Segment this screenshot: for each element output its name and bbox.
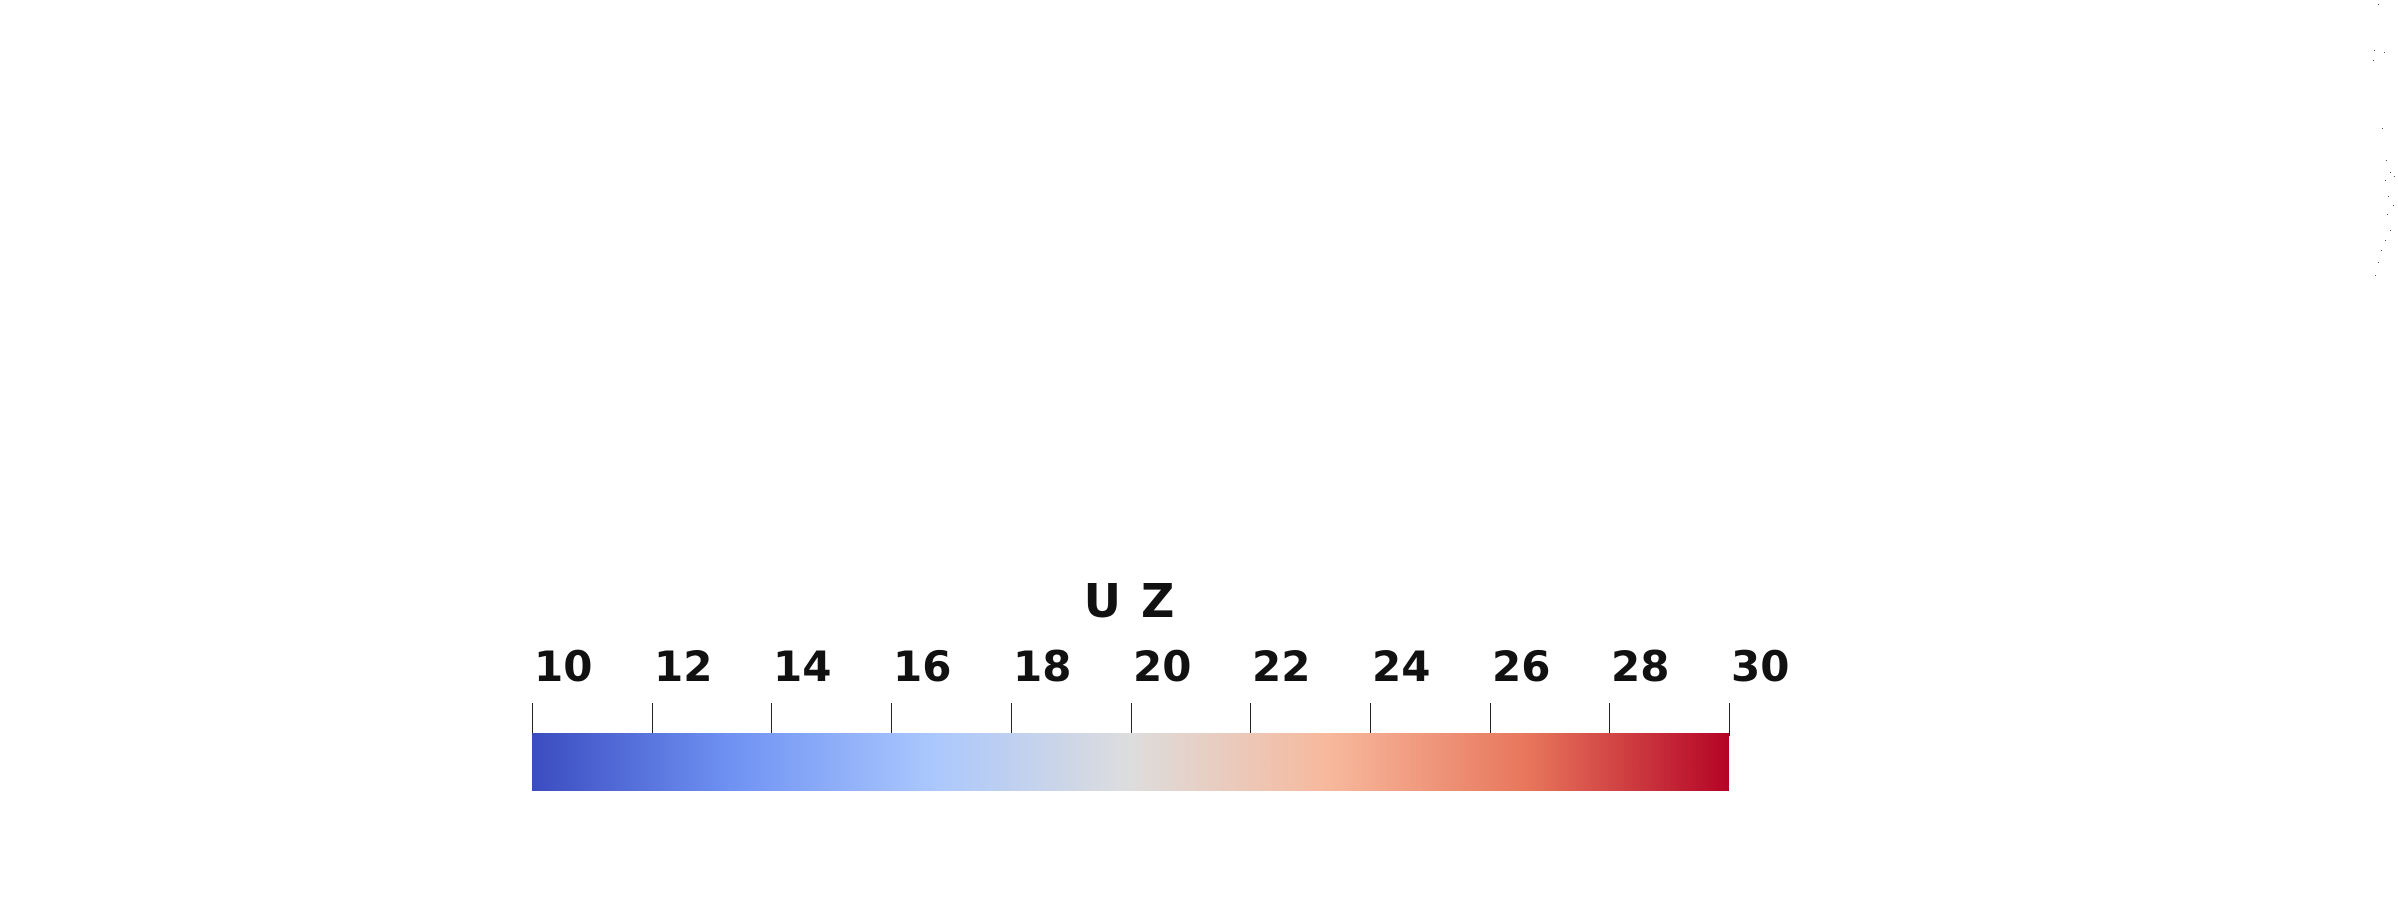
- legend-tick-label: 10: [534, 642, 593, 691]
- color-bar: [532, 733, 1729, 791]
- legend-tick-mark: [771, 703, 772, 736]
- legend-tick-label: 24: [1372, 642, 1431, 691]
- legend-tick-label: 16: [893, 642, 952, 691]
- legend-tick-label: 26: [1492, 642, 1551, 691]
- legend-tick-mark: [532, 703, 533, 736]
- legend-tick-mark: [1490, 703, 1491, 736]
- legend-tick-mark: [1131, 703, 1132, 736]
- render-noise-speckles: [2373, 4, 2395, 276]
- legend-tick-label: 14: [773, 642, 832, 691]
- legend-title: U Z: [1083, 574, 1177, 628]
- color-bar-gradient: [532, 733, 1729, 791]
- legend-tick-mark: [1729, 703, 1730, 736]
- legend-tick-label: 28: [1611, 642, 1670, 691]
- legend-tick-mark: [652, 703, 653, 736]
- legend-tick-label: 20: [1133, 642, 1192, 691]
- legend-tick-label: 22: [1252, 642, 1311, 691]
- legend-tick-mark: [1609, 703, 1610, 736]
- legend-tick-mark: [1370, 703, 1371, 736]
- legend-tick-mark: [1250, 703, 1251, 736]
- legend-tick-mark: [1011, 703, 1012, 736]
- legend-tick-label: 18: [1013, 642, 1072, 691]
- legend-tick-label: 12: [654, 642, 713, 691]
- legend-tick-label: 30: [1731, 642, 1790, 691]
- legend-tick-mark: [891, 703, 892, 736]
